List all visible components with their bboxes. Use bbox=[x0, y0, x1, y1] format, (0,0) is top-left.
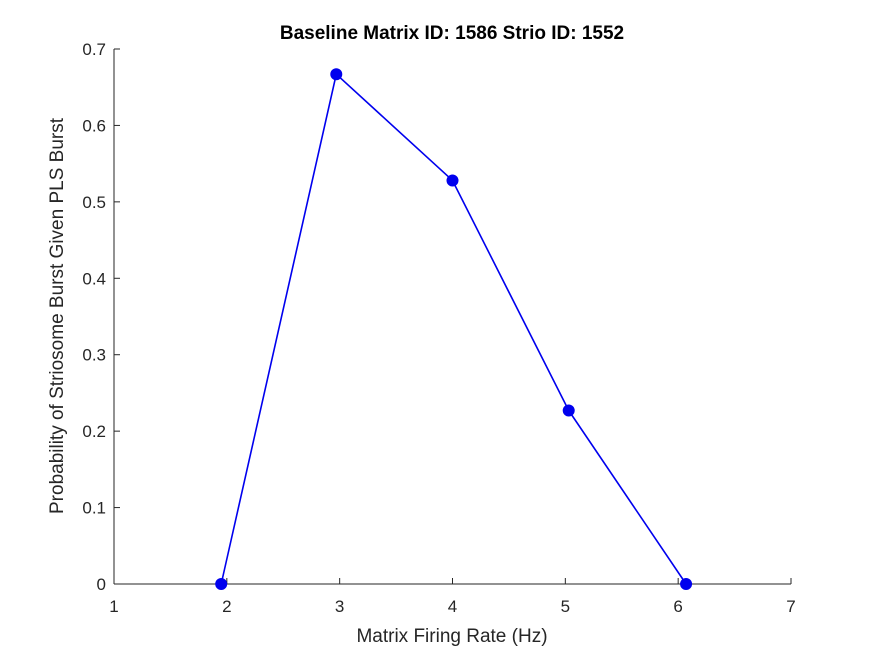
y-tick-label: 0.4 bbox=[82, 269, 106, 288]
x-tick-label: 4 bbox=[448, 597, 457, 616]
x-tick-label: 1 bbox=[109, 597, 118, 616]
x-tick-label: 5 bbox=[561, 597, 570, 616]
data-point bbox=[330, 68, 343, 81]
x-tick-label: 3 bbox=[335, 597, 344, 616]
series-line bbox=[220, 73, 687, 585]
axes: 1 2 3 4 5 6 7 0 0.1 0.2 0.3 0.4 0.5 0.6 0.7 bbox=[82, 40, 795, 616]
x-axis-label: Matrix Firing Rate (Hz) bbox=[356, 626, 547, 647]
y-tick-label: 0.3 bbox=[82, 346, 106, 365]
data-point bbox=[680, 578, 693, 590]
y-tick-label: 0.7 bbox=[82, 40, 106, 59]
y-tick-label: 0.2 bbox=[82, 422, 106, 441]
x-tick-label: 2 bbox=[222, 597, 231, 616]
series-layer bbox=[215, 68, 693, 590]
data-point bbox=[562, 404, 575, 417]
data-point bbox=[446, 174, 459, 187]
x-tick-label: 6 bbox=[673, 597, 682, 616]
y-tick-label: 0.6 bbox=[82, 116, 106, 135]
x-tick-label: 7 bbox=[786, 597, 795, 616]
data-point bbox=[215, 578, 228, 590]
y-tick-label: 0 bbox=[97, 575, 106, 594]
y-axis-label: Probability of Striosome Burst Given PLS… bbox=[47, 117, 68, 514]
y-tick-label: 0.1 bbox=[82, 499, 106, 518]
chart-title: Baseline Matrix ID: 1586 Strio ID: 1552 bbox=[280, 23, 624, 44]
y-tick-label: 0.5 bbox=[82, 193, 106, 212]
